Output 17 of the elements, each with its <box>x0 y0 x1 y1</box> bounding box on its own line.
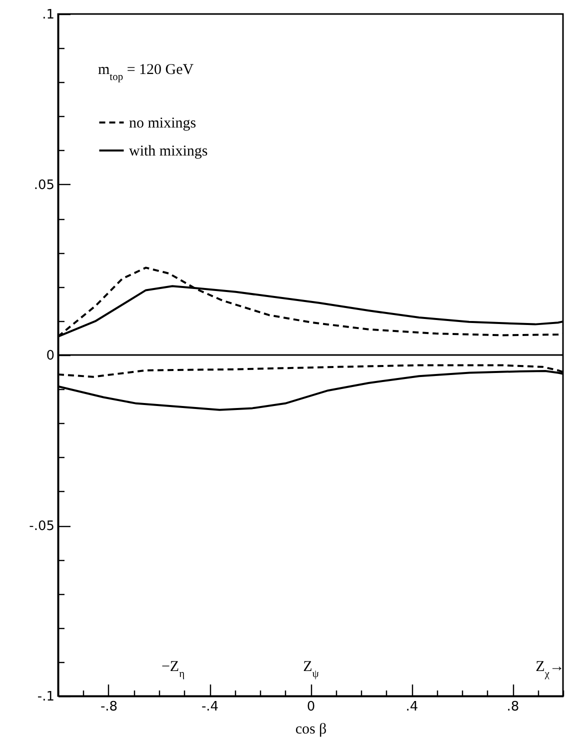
y-tick-label: -.1 <box>37 690 54 704</box>
legend-label: with mixings <box>129 144 208 160</box>
y-tick-label: .05 <box>34 178 54 193</box>
annotation: m$_{top}$ = 120 GeV <box>98 62 194 82</box>
x-tick-label: 0 <box>306 700 316 714</box>
y-tick-label: .1 <box>42 8 54 22</box>
x-axis-title: cos β <box>295 722 327 738</box>
y-tick-label: 0 <box>46 348 54 364</box>
annotation: Z$_{χ}$→ <box>536 659 564 680</box>
legend-label: no mixings <box>129 116 196 132</box>
annotation: Z$_{ψ}$ <box>303 659 320 680</box>
y-tick-label: -.05 <box>29 519 54 534</box>
x-tick-label: .4 <box>406 700 418 714</box>
x-tick-label: -.8 <box>100 700 118 714</box>
x-tick-label: .8 <box>506 700 520 714</box>
x-tick-label: -.4 <box>201 700 219 714</box>
annotation: −Z$_{η}$ <box>161 659 185 680</box>
